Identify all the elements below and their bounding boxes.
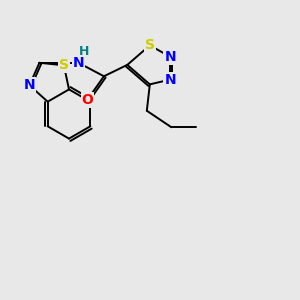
Text: N: N: [73, 56, 84, 70]
Text: N: N: [24, 78, 35, 92]
Text: S: S: [145, 38, 155, 52]
Text: S: S: [59, 58, 69, 72]
Text: O: O: [82, 93, 93, 107]
Text: H: H: [79, 45, 89, 58]
Text: N: N: [164, 73, 176, 87]
Text: N: N: [164, 50, 176, 64]
